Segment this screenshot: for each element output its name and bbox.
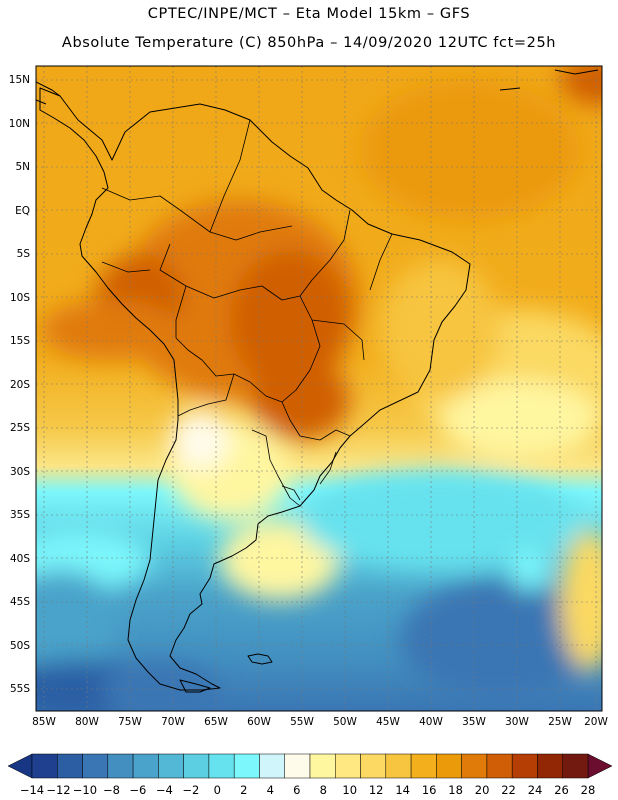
colorbar-label: 14 xyxy=(395,783,410,797)
colorbar-swatch xyxy=(486,753,513,779)
colorbar-swatch xyxy=(461,753,488,779)
colorbar-swatch xyxy=(385,753,412,779)
colorbar-swatch xyxy=(183,753,210,779)
colorbar-swatch xyxy=(309,753,336,779)
colorbar-label: 26 xyxy=(554,783,569,797)
colorbar-swatch xyxy=(57,753,83,779)
latitude-label: 25S xyxy=(9,422,30,434)
longitude-label: 60W xyxy=(247,716,271,728)
latitude-label: 50S xyxy=(9,639,30,652)
colorbar-swatch xyxy=(436,753,462,779)
colorbar-swatch xyxy=(82,753,109,779)
latitude-label: 15N xyxy=(8,74,30,86)
colorbar-label: 8 xyxy=(319,783,327,797)
latitude-label: 35S xyxy=(9,509,30,521)
colorbar-label: −6 xyxy=(129,783,147,797)
map-title: CPTEC/INPE/MCT – Eta Model 15km – GFS xyxy=(147,6,471,22)
map-subtitle: Absolute Temperature (C) 850hPa – 14/09/… xyxy=(61,35,557,51)
latitude-label: 5N xyxy=(15,161,30,173)
map-frame xyxy=(35,65,603,712)
longitude-label: 25W xyxy=(548,716,572,728)
latitude-label: 5S xyxy=(16,248,30,260)
south-america-outline xyxy=(39,87,471,691)
colorbar-label: −10 xyxy=(72,783,98,797)
latitude-label: 55S xyxy=(9,683,30,695)
colorbar-label: 28 xyxy=(580,783,596,797)
graticule xyxy=(36,66,602,711)
latitude-label: 10N xyxy=(8,117,30,130)
colorbar-label: −2 xyxy=(182,783,200,797)
caribbean-islands xyxy=(499,69,599,91)
longitude-label: 20W xyxy=(584,716,608,728)
colorbar-swatch xyxy=(562,753,589,779)
colorbar-label: 12 xyxy=(368,783,384,797)
colorbar-swatch xyxy=(410,753,437,779)
colorbar-low-arrow xyxy=(7,753,33,779)
colorbar-label: 4 xyxy=(266,783,274,797)
tierra-del-fuego xyxy=(179,679,211,693)
longitude-label: 45W xyxy=(376,716,400,728)
colorbar-label: −8 xyxy=(102,783,120,797)
longitude-label: 35W xyxy=(462,716,486,728)
colorbar-label: 18 xyxy=(448,783,463,797)
colorbar-label: 6 xyxy=(293,783,301,797)
latitude-label: 40S xyxy=(9,552,30,565)
colorbar-swatch xyxy=(132,753,159,779)
colorbar-swatch xyxy=(284,753,311,779)
latitude-label: 30S xyxy=(9,465,30,478)
country-borders xyxy=(101,119,393,507)
colorbar-label: 0 xyxy=(213,783,221,797)
latitude-label: 20S xyxy=(9,378,30,391)
colorbar-swatch xyxy=(208,753,235,779)
temperature-field xyxy=(36,66,602,711)
colorbar-label: −12 xyxy=(46,783,71,797)
latitude-label: 45S xyxy=(9,596,30,608)
colorbar-swatch xyxy=(259,753,285,779)
colorbar-high-arrow xyxy=(587,753,613,779)
colorbar-swatch xyxy=(233,753,260,779)
longitude-label: 65W xyxy=(204,716,228,728)
latitude-label: 15S xyxy=(9,335,30,347)
longitude-label: 30W xyxy=(505,716,529,728)
colorbar-label: 16 xyxy=(421,783,437,797)
coastlines xyxy=(36,69,599,693)
rio-de-la-plata xyxy=(281,485,301,501)
longitude-label: 50W xyxy=(333,716,357,728)
central-america-outline xyxy=(36,81,61,105)
longitude-label: 70W xyxy=(161,716,185,728)
colorbar-label: 20 xyxy=(474,783,490,797)
colorbar-label: 2 xyxy=(240,783,248,797)
longitude-label: 85W xyxy=(32,716,56,728)
longitude-label: 80W xyxy=(75,716,99,728)
colorbar-swatch xyxy=(511,753,538,779)
colorbar-swatch xyxy=(360,753,387,779)
colorbar-swatch xyxy=(31,753,58,779)
longitude-label: 40W xyxy=(419,716,443,728)
colorbar-label: 24 xyxy=(527,783,543,797)
colorbar-label: −4 xyxy=(155,783,173,797)
colorbar xyxy=(7,753,613,779)
colorbar-label: 22 xyxy=(501,783,516,797)
colorbar-label: 10 xyxy=(342,783,358,797)
colorbar-swatch xyxy=(158,753,184,779)
falkland-islands xyxy=(247,653,273,665)
lagoa-dos-patos xyxy=(319,451,337,485)
colorbar-swatch xyxy=(537,753,563,779)
colorbar-label: −14 xyxy=(19,783,45,797)
longitude-label: 55W xyxy=(290,716,314,728)
latitude-label: 10S xyxy=(9,291,30,304)
latitude-label: EQ xyxy=(15,204,30,217)
colorbar-swatch xyxy=(335,753,361,779)
colorbar-swatch xyxy=(107,753,134,779)
longitude-label: 75W xyxy=(118,716,142,728)
